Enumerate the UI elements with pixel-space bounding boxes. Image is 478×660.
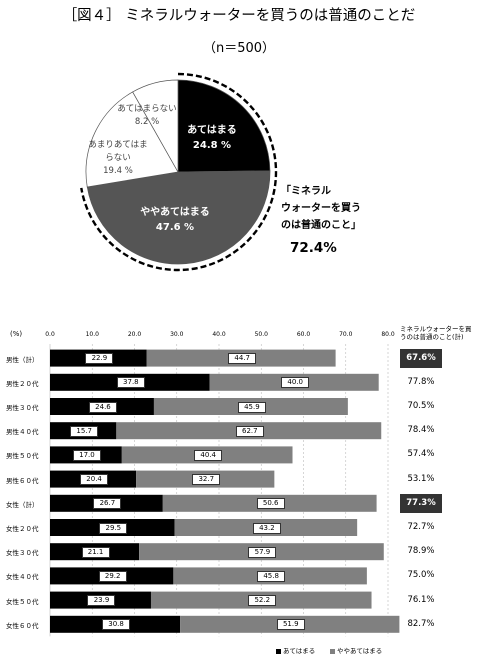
bar-value-label: 40.0: [281, 377, 310, 389]
bar-value-label: 29.2: [98, 570, 127, 582]
x-tick-label: 50.0: [254, 331, 268, 338]
bar-value-label: 57.9: [248, 546, 277, 558]
x-tick-label: 0.0: [45, 331, 55, 338]
category-label: 女性３０代: [6, 549, 39, 558]
bar-value-label: 20.4: [80, 474, 109, 486]
pie-slice-label: ややあてはまる 47.6 %: [130, 205, 220, 235]
legend-label: あてはまる: [283, 647, 316, 655]
pie-summary-label-line: のは普通のこと」: [281, 220, 361, 231]
legend-swatch: [330, 648, 335, 654]
bar-value-label: 44.7: [228, 353, 257, 365]
right-column-value: 77.3%: [400, 493, 442, 513]
x-tick-label: 60.0: [296, 331, 311, 338]
x-tick-label: 10.0: [85, 331, 99, 338]
bar-value-label: 17.0: [72, 449, 101, 461]
bar-axis-unit: (%): [10, 330, 23, 338]
category-label: 女性５０代: [6, 597, 39, 606]
pie-slice-label-line: らない: [105, 153, 131, 163]
category-label: 男性３０代: [6, 404, 39, 412]
category-label: 女性４０代: [6, 573, 39, 582]
x-tick-label: 20.0: [127, 331, 142, 338]
right-column-value: 77.8%: [407, 376, 435, 387]
category-label: 男性２０代: [6, 379, 39, 388]
pie-slice: [177, 79, 271, 173]
bar-value-label: 45.9: [237, 401, 266, 413]
bar-value-label: 43.2: [252, 522, 281, 534]
category-label: 男性４０代: [6, 428, 39, 437]
legend-swatch: [276, 648, 281, 654]
right-column-value: 57.4%: [407, 449, 435, 460]
pie-slice-label-line: ややあてはまる: [140, 207, 210, 218]
bar-value-label: 52.2: [248, 595, 277, 607]
pie-summary-arc: [80, 72, 278, 272]
bar-value-label: 30.8: [102, 619, 131, 631]
category-label: 女性（計）: [6, 500, 39, 509]
bar-value-label: 22.9: [85, 353, 114, 365]
pie-slice-label-line: あてはまらない: [117, 104, 177, 114]
legend-label: ややあてはまる: [337, 647, 383, 655]
bar-value-label: 40.4: [194, 449, 223, 461]
bar-value-label: 37.8: [116, 377, 145, 389]
bar-value-label: 50.6: [256, 498, 285, 510]
pie-slice-label-line: あてはまる: [187, 125, 237, 136]
bar-value-label: 23.9: [87, 595, 116, 607]
legend-item: あてはまる: [276, 645, 315, 655]
pie-summary-value: 72.4%: [290, 240, 337, 256]
bar-value-label: 32.7: [192, 474, 221, 486]
pie-summary-label-line: ウォーターを買う: [281, 203, 361, 214]
pie-slice-label: あてはまらない 8.2 %: [102, 103, 192, 129]
pie-slice: [85, 91, 179, 188]
right-column-value: 70.5%: [407, 401, 435, 411]
chart-subtitle: （n＝500）: [202, 41, 276, 56]
category-label: 男性６０代: [6, 476, 39, 485]
pie-slice-label: あまりあてはま らない 19.4 %: [73, 139, 163, 178]
pie-slice-label-line: あまりあてはま: [88, 140, 148, 150]
right-column-value: 53.1%: [407, 473, 435, 484]
right-column-value: 78.9%: [407, 546, 435, 557]
legend-item: ややあてはまる: [330, 645, 382, 655]
bar-value-label: 21.1: [81, 546, 110, 558]
right-column-value: 82.7%: [407, 618, 435, 629]
pie-summary-label: 「ミネラルウォーターを買う のは普通のこと」: [281, 183, 361, 234]
pie-slice: [132, 79, 179, 174]
bar-value-label: 62.7: [235, 425, 264, 437]
bar-value-label: 15.7: [70, 425, 99, 437]
right-column-value: 72.7%: [407, 522, 435, 532]
bar-value-label: 26.7: [93, 498, 122, 510]
pie-slice-label-line: 47.6 %: [155, 222, 195, 233]
category-label: 女性６０代: [6, 621, 39, 630]
bar-value-label: 24.6: [88, 401, 117, 413]
bar-value-label: 45.8: [257, 570, 286, 582]
x-tick-label: 70.0: [339, 331, 353, 338]
pie-summary-label-line: 「ミネラル: [281, 186, 331, 197]
category-label: 女性２０代: [6, 525, 39, 533]
right-column-value: 78.4%: [407, 425, 435, 436]
x-tick-label: 80.0: [381, 331, 395, 338]
x-tick-label: 30.0: [170, 331, 184, 338]
pie-slice-label: あてはまる 24.8 %: [167, 123, 257, 153]
pie-chart: [80, 72, 278, 272]
right-column-value: 75.0%: [407, 570, 435, 581]
x-tick-label: 40.0: [212, 331, 226, 338]
chart-title: ［図４］ ミネラルウォーターを買うのは普通のことだ: [62, 8, 416, 24]
pie-slice-label-line: 19.4 %: [103, 166, 133, 176]
bar-value-label: 51.9: [276, 619, 305, 631]
pie-slice: [86, 170, 271, 265]
right-column-value: 76.1%: [407, 594, 435, 605]
pie-slice-label-line: 24.8 %: [192, 140, 232, 151]
category-label: 男性５０代: [6, 452, 39, 461]
category-label: 男性（計）: [6, 355, 39, 364]
right-column-header: ミネラルウォーターを買うのは普通のこと(計): [400, 325, 472, 341]
pie-slice-label-line: 8.2 %: [134, 117, 160, 127]
bar-value-label: 29.5: [99, 522, 128, 534]
right-column-value: 67.6%: [400, 348, 442, 368]
